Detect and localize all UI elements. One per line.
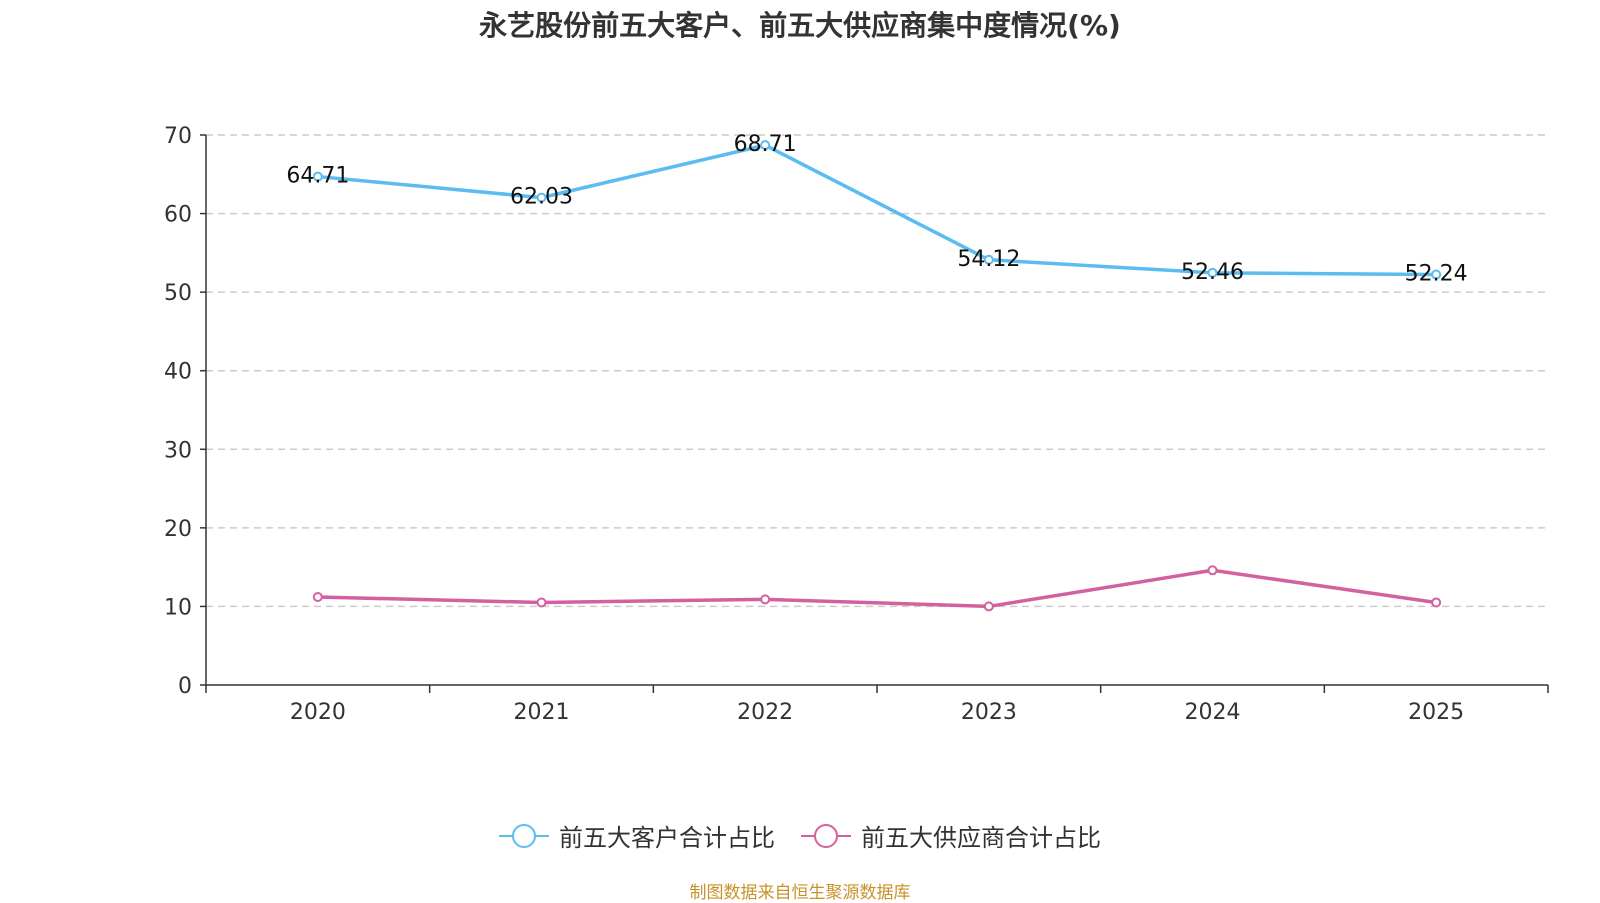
x-tick-label: 2020 <box>290 700 346 725</box>
y-tick-label: 0 <box>178 674 192 699</box>
data-label: 64.71 <box>286 164 349 189</box>
x-tick-label: 2023 <box>961 700 1017 725</box>
legend-label-suppliers: 前五大供应商合计占比 <box>861 824 1101 852</box>
data-label: 68.71 <box>734 132 797 157</box>
data-label: 62.03 <box>510 185 573 210</box>
legend: 前五大客户合计占比 前五大供应商合计占比 <box>0 818 1600 853</box>
x-tick-label: 2024 <box>1185 700 1241 725</box>
y-tick-label: 70 <box>164 124 192 149</box>
legend-marker-suppliers <box>801 823 851 849</box>
data-point-0 <box>312 171 323 182</box>
y-tick-label: 50 <box>164 281 192 306</box>
data-point-0 <box>1431 269 1442 280</box>
data-point-1 <box>312 592 323 602</box>
y-tick-label: 10 <box>164 595 192 620</box>
x-tick-label: 2025 <box>1408 700 1464 725</box>
data-point-0 <box>760 140 771 151</box>
data-point-1 <box>760 594 771 605</box>
x-tick-label: 2022 <box>737 700 793 725</box>
chart-title: 永艺股份前五大客户、前五大供应商集中度情况(%) <box>479 9 1121 42</box>
y-tick-label: 30 <box>164 438 192 463</box>
data-point-1 <box>983 601 994 612</box>
data-point-1 <box>1207 565 1218 576</box>
data-label: 52.24 <box>1405 262 1468 287</box>
series-line-1 <box>317 568 1437 609</box>
legend-item-customers[interactable]: 前五大客户合计占比 <box>499 818 775 853</box>
series-line-0 <box>317 143 1437 277</box>
data-label: 52.46 <box>1181 260 1244 285</box>
legend-item-suppliers[interactable]: 前五大供应商合计占比 <box>801 818 1101 853</box>
data-label: 54.12 <box>957 247 1020 272</box>
legend-marker-customers <box>499 823 549 849</box>
legend-label-customers: 前五大客户合计占比 <box>559 824 775 852</box>
data-point-0 <box>536 192 547 203</box>
data-point-1 <box>536 597 547 608</box>
data-point-0 <box>983 254 994 265</box>
y-tick-label: 40 <box>164 360 192 385</box>
source-note: 制图数据来自恒生聚源数据库 <box>689 883 911 903</box>
x-tick-label: 2021 <box>514 700 570 725</box>
y-tick-label: 20 <box>164 517 192 542</box>
data-point-1 <box>1431 597 1442 608</box>
y-tick-label: 60 <box>164 203 192 228</box>
data-point-0 <box>1207 267 1218 278</box>
